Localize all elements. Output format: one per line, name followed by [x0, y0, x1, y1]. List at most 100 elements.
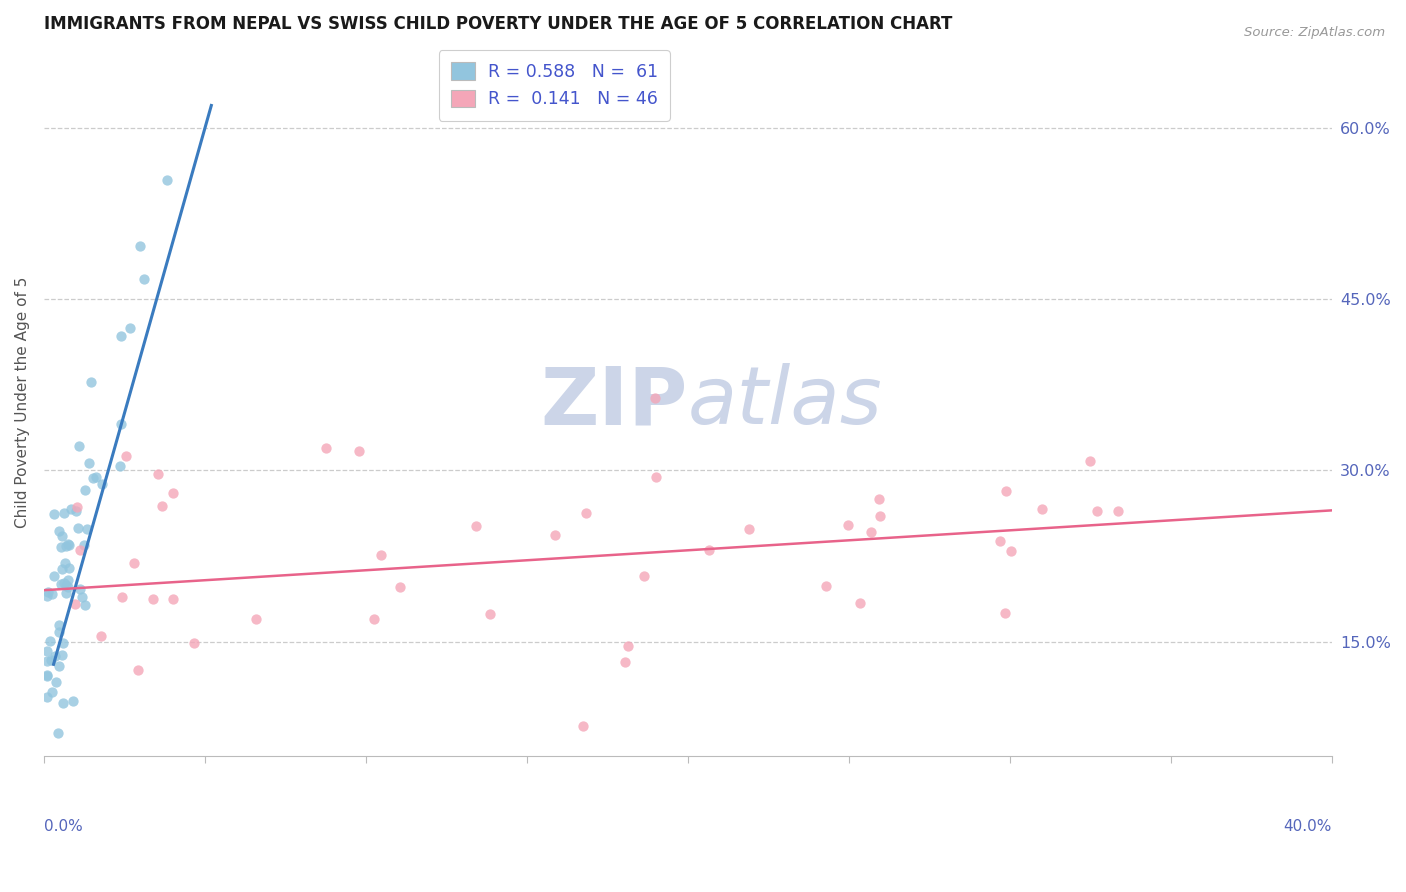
Point: [370, 548, 392, 562]
Point: [58, 561, 80, 575]
Point: [859, 525, 882, 540]
Point: [110, 329, 132, 343]
Point: [44, 569, 66, 583]
Point: [53, 557, 76, 571]
Point: [129, 239, 152, 253]
Text: ZIP: ZIP: [540, 363, 688, 441]
Point: [51, 529, 73, 543]
Point: [73, 483, 96, 497]
Point: [837, 518, 859, 533]
Point: [45, 675, 67, 690]
Point: [644, 470, 666, 484]
Point: [37, 690, 59, 705]
Point: [48, 659, 70, 673]
Point: [51, 562, 73, 576]
Point: [110, 417, 132, 431]
Point: [132, 272, 155, 286]
Point: [245, 611, 267, 625]
Point: [162, 486, 184, 500]
Point: [73, 538, 96, 552]
Point: [156, 173, 179, 187]
Point: [48, 618, 70, 632]
Point: [814, 579, 837, 593]
Point: [108, 458, 131, 473]
Point: [62, 694, 84, 708]
Point: [868, 491, 890, 506]
Point: [52, 506, 75, 520]
Point: [60, 501, 83, 516]
Point: [150, 500, 173, 514]
Point: [1085, 504, 1108, 518]
Point: [48, 524, 70, 539]
Point: [39, 653, 62, 667]
Point: [994, 606, 1017, 620]
Point: [55, 585, 77, 599]
Point: [86, 470, 108, 484]
Point: [56, 574, 79, 588]
Text: Source: ZipAtlas.com: Source: ZipAtlas.com: [1244, 26, 1385, 39]
Point: [388, 580, 411, 594]
Point: [120, 321, 142, 335]
Point: [544, 528, 567, 542]
Point: [478, 607, 501, 621]
Text: IMMIGRANTS FROM NEPAL VS SWISS CHILD POVERTY UNDER THE AGE OF 5 CORRELATION CHAR: IMMIGRANTS FROM NEPAL VS SWISS CHILD POV…: [44, 15, 952, 33]
Point: [347, 444, 370, 458]
Point: [49, 540, 72, 554]
Point: [1031, 501, 1053, 516]
Point: [737, 523, 759, 537]
Point: [49, 577, 72, 591]
Point: [82, 471, 104, 485]
Point: [76, 522, 98, 536]
Point: [67, 521, 90, 535]
Point: [613, 655, 636, 669]
Point: [141, 592, 163, 607]
Point: [69, 439, 91, 453]
Point: [70, 590, 93, 604]
Point: [571, 719, 593, 733]
Point: [51, 648, 73, 662]
Point: [55, 578, 77, 592]
Point: [66, 500, 89, 515]
Point: [869, 508, 891, 523]
Point: [55, 539, 77, 553]
Point: [39, 634, 62, 648]
Point: [988, 534, 1011, 549]
Point: [633, 569, 655, 583]
Point: [1000, 543, 1022, 558]
Point: [115, 450, 138, 464]
Point: [37, 644, 59, 658]
Point: [37, 668, 59, 682]
Point: [465, 519, 488, 533]
Point: [75, 598, 97, 612]
Point: [697, 543, 720, 558]
Legend: R = 0.588   N =  61, R =  0.141   N = 46: R = 0.588 N = 61, R = 0.141 N = 46: [439, 50, 669, 120]
Point: [56, 537, 79, 551]
Point: [37, 668, 59, 682]
Text: 0.0%: 0.0%: [44, 819, 83, 834]
Point: [575, 506, 598, 520]
Point: [46, 725, 69, 739]
Text: atlas: atlas: [688, 363, 883, 441]
Point: [90, 629, 112, 643]
Point: [56, 580, 79, 594]
Point: [111, 591, 134, 605]
Point: [363, 612, 385, 626]
Point: [63, 597, 86, 611]
Point: [69, 582, 91, 597]
Point: [849, 596, 872, 610]
Point: [37, 654, 59, 668]
Point: [183, 636, 205, 650]
Point: [1078, 454, 1101, 468]
Point: [162, 592, 184, 607]
Point: [37, 585, 59, 599]
Point: [77, 456, 100, 470]
Point: [41, 685, 63, 699]
Point: [80, 375, 103, 389]
Point: [1107, 504, 1129, 518]
Point: [122, 556, 145, 570]
Point: [127, 663, 149, 677]
Point: [617, 639, 640, 653]
Point: [315, 441, 337, 455]
Point: [58, 538, 80, 552]
Point: [37, 589, 59, 603]
